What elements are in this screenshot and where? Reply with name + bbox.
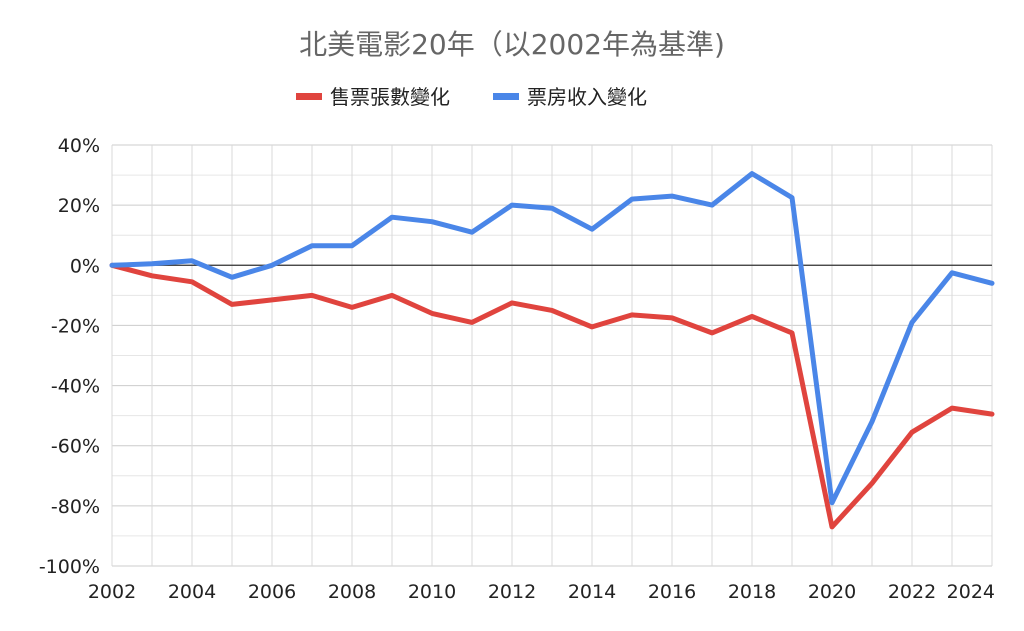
y-tick-label: -100% <box>39 556 100 578</box>
x-tick-label: 2002 <box>88 581 136 603</box>
x-axis-ticks: 2002 2004 2006 2008 2010 2012 2014 2016 2018 2020… <box>88 581 995 603</box>
y-axis-ticks: 40% 20% 0% -20% -40% -60% -80% -100% <box>39 135 100 578</box>
x-tick-label: 2010 <box>408 581 456 603</box>
x-tick-label: 2022 <box>888 581 936 603</box>
legend: 售票張數變化 票房收入變化 <box>296 85 647 109</box>
y-tick-label: -20% <box>51 315 100 337</box>
x-tick-label: 2020 <box>808 581 856 603</box>
y-tick-label: -80% <box>51 496 100 518</box>
series-line-revenue <box>109 171 995 506</box>
legend-swatch-tickets <box>296 93 322 100</box>
x-tick-label: 2012 <box>488 581 536 603</box>
x-tick-label: 2008 <box>328 581 376 603</box>
y-tick-label: 40% <box>58 135 100 157</box>
x-tick-label: 2006 <box>248 581 296 603</box>
series-lines <box>109 171 995 530</box>
x-tick-label: 2016 <box>648 581 696 603</box>
x-tick-label: 2018 <box>728 581 776 603</box>
series-line-tickets <box>109 262 995 530</box>
legend-label-revenue: 票房收入變化 <box>527 85 647 109</box>
y-tick-label: -60% <box>51 436 100 458</box>
legend-swatch-revenue <box>493 93 519 100</box>
chart-title: 北美電影20年（以2002年為基準) <box>299 28 725 61</box>
x-tick-label: 2024 <box>947 581 995 603</box>
y-tick-label: 20% <box>58 195 100 217</box>
y-tick-label: -40% <box>51 376 100 398</box>
y-tick-label: 0% <box>70 255 100 277</box>
legend-label-tickets: 售票張數變化 <box>330 85 450 109</box>
x-tick-label: 2004 <box>168 581 216 603</box>
x-tick-label: 2014 <box>568 581 616 603</box>
